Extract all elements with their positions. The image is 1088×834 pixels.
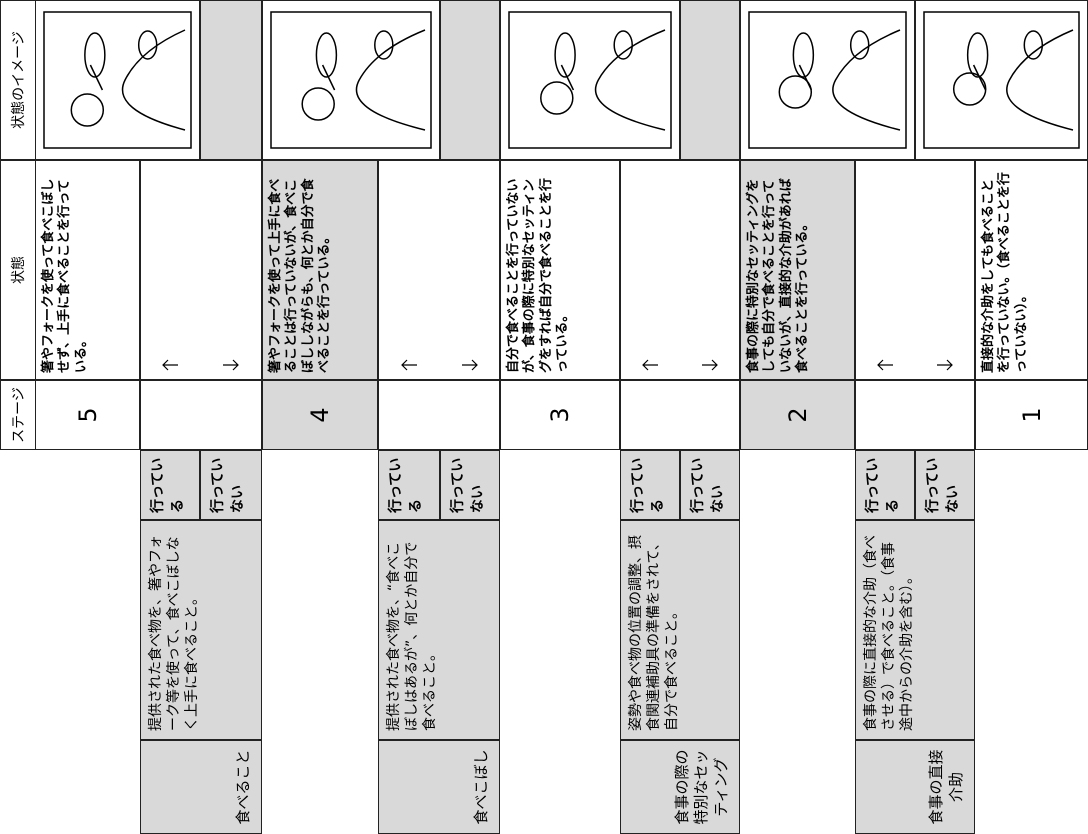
header-state-text: 状態 [11, 256, 27, 284]
image-cell [262, 0, 440, 160]
description-text: 提供された食べ物を、箸やフォーク等を使って、食べこぼしなく上手に食べること。 [148, 535, 201, 731]
answer-yes-text: 行っている [150, 457, 186, 513]
stage-state: 箸やフォークを使って上手に食べることは行っていないが、食べこぼししながらも、何と… [262, 160, 378, 380]
category: 食事の際の特別なセッティング [620, 740, 740, 834]
stage-gap [378, 380, 500, 450]
description: 姿勢や食べ物の位置の調整、摂食関連補助具の準備をされて、自分で食べること。 [620, 520, 740, 740]
description: 食事の際に直接的な介助（食べさせる）で食べること。（食事途中からの介助を含む）。 [855, 520, 975, 740]
stage-number-text: 1 [1017, 407, 1046, 423]
stage-state-text: 食事の際に特別なセッティングをしても自分で食べることを行っていないが、直接的な介… [746, 178, 810, 373]
stage-number: 4 [262, 380, 378, 450]
category-text: 食べこぼし [471, 749, 490, 825]
category-text: 食事の直接介助 [927, 749, 965, 825]
image-gap [680, 0, 740, 160]
stage-state: 食事の際に特別なセッティングをしても自分で食べることを行っていないが、直接的な介… [740, 160, 855, 380]
stage-state-text: 箸やフォークを使って食べこぼしせず、上手に食べることを行っている。 [41, 178, 89, 373]
header-stage-text: ステージ [11, 387, 27, 443]
arrow [401, 359, 417, 371]
answer-yes: 行っている [378, 450, 440, 520]
arrow [642, 359, 658, 371]
illustration [508, 11, 672, 149]
arrow [223, 359, 239, 371]
illustration [43, 11, 192, 149]
category-text: 食事の際の特別なセッティング [672, 749, 730, 825]
description: 提供された食べ物を、箸やフォーク等を使って、食べこぼしなく上手に食べること。 [140, 520, 262, 740]
illustration [923, 11, 1080, 149]
description: 提供された食べ物を、“食べこぼしはあるが”、何とか自分で食べること。 [378, 520, 500, 740]
stage-number: 5 [35, 380, 140, 450]
header-stage: ステージ [0, 380, 36, 450]
stage-state: 箸やフォークを使って食べこぼしせず、上手に食べることを行っている。 [35, 160, 140, 380]
header-image: 状態のイメージ [0, 0, 36, 160]
image-cell [740, 0, 915, 160]
stage-number: 3 [500, 380, 620, 450]
description-text: 食事の際に直接的な介助（食べさせる）で食べること。（食事途中からの介助を含む）。 [863, 535, 916, 731]
image-cell [915, 0, 1088, 160]
stage-number: 2 [740, 380, 855, 450]
stage-number-text: 3 [546, 407, 574, 423]
answer-no-text: 行っていない [690, 457, 726, 513]
stage-gap [620, 380, 740, 450]
description-text: 姿勢や食べ物の位置の調整、摂食関連補助具の準備をされて、自分で食べること。 [628, 535, 681, 731]
answer-no: 行っていない [915, 450, 975, 520]
answer-no: 行っていない [680, 450, 740, 520]
answer-no-text: 行っていない [210, 457, 246, 513]
image-cell [35, 0, 200, 160]
stage-state: 直接的な介助をしても食べることを行っていない。（食べることを行っていない）。 [975, 160, 1088, 380]
stage-state-text: 直接的な介助をしても食べることを行っていない。（食べることを行っていない）。 [981, 172, 1029, 373]
state-gap [378, 160, 500, 380]
answer-no: 行っていない [440, 450, 500, 520]
answer-yes: 行っている [140, 450, 200, 520]
arrow [702, 359, 718, 371]
state-gap [140, 160, 262, 380]
state-gap [620, 160, 740, 380]
stage-number-text: 2 [783, 407, 812, 423]
category: 食べこぼし [378, 740, 500, 834]
description-text: 提供された食べ物を、“食べこぼしはあるが”、何とか自分で食べること。 [386, 541, 439, 731]
stage-number: 1 [975, 380, 1088, 450]
arrow [162, 359, 178, 371]
answer-yes: 行っている [855, 450, 915, 520]
image-gap [440, 0, 500, 160]
stage-number-text: 5 [73, 407, 102, 423]
category: 食べること [140, 740, 262, 834]
state-gap [855, 160, 975, 380]
illustration [270, 11, 432, 149]
stage-number-text: 4 [306, 407, 334, 423]
answer-no-text: 行っていない [925, 457, 961, 513]
stage-state-text: 自分で食べることを行っていないが、食事の際に特別なセッティングをすれば自分で食べ… [506, 177, 570, 373]
arrow [877, 359, 893, 371]
answer-no-text: 行っていない [450, 457, 486, 513]
arrow [462, 359, 478, 371]
answer-yes-text: 行っている [388, 457, 424, 513]
arrow [937, 359, 953, 371]
header-image-text: 状態のイメージ [11, 31, 27, 129]
category-text: 食べること [233, 749, 252, 825]
header-state: 状態 [0, 160, 36, 380]
answer-yes-text: 行っている [865, 457, 901, 513]
image-gap [200, 0, 262, 160]
stage-state-text: 箸やフォークを使って上手に食べることは行っていないが、食べこぼししながらも、何と… [268, 178, 332, 373]
answer-yes: 行っている [620, 450, 680, 520]
answer-no: 行っていない [200, 450, 262, 520]
stage-state: 自分で食べることを行っていないが、食事の際に特別なセッティングをすれば自分で食べ… [500, 160, 620, 380]
illustration [748, 11, 907, 149]
category: 食事の直接介助 [855, 740, 975, 834]
answer-yes-text: 行っている [630, 457, 666, 513]
stage-gap [140, 380, 262, 450]
image-cell [500, 0, 680, 160]
stage-gap [855, 380, 975, 450]
